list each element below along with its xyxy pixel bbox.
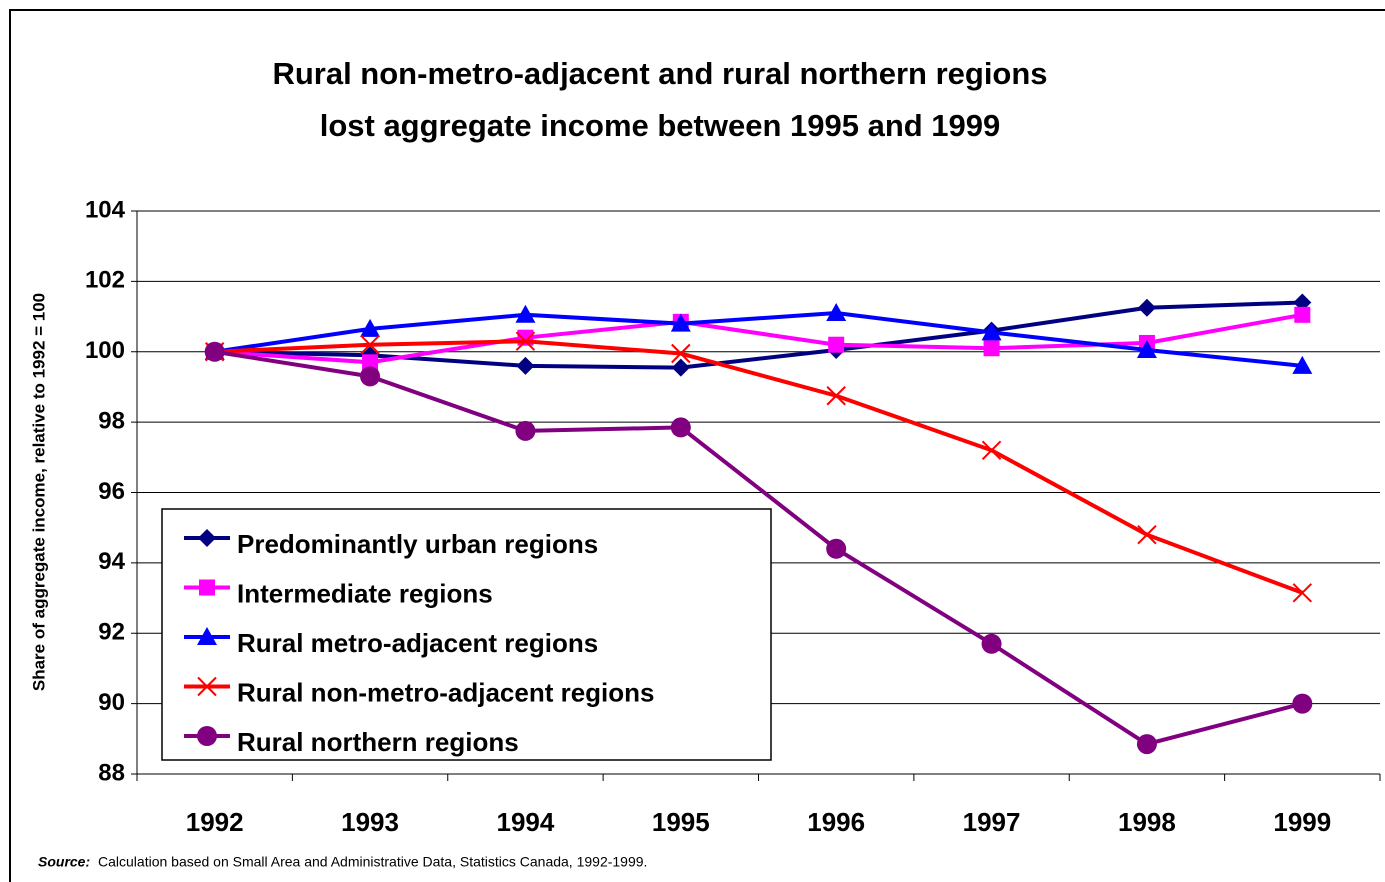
- marker: [1136, 339, 1157, 358]
- legend-label: Rural metro-adjacent regions: [237, 628, 598, 658]
- series-line: [214, 312, 1303, 365]
- series-line: [214, 349, 1303, 747]
- x-tick-label: 1992: [186, 807, 244, 837]
- marker: [197, 676, 217, 697]
- marker: [199, 579, 215, 596]
- source-label: Source:: [38, 854, 90, 870]
- marker: [671, 343, 691, 364]
- series-line: [214, 339, 1304, 595]
- marker: [204, 341, 225, 362]
- marker: [515, 420, 536, 441]
- marker: [1292, 355, 1313, 374]
- y-tick-label: 104: [85, 196, 126, 223]
- x-tick-label: 1999: [1273, 807, 1331, 837]
- marker: [826, 303, 847, 322]
- legend-label: Predominantly urban regions: [237, 529, 598, 559]
- marker: [515, 304, 536, 323]
- marker: [197, 726, 217, 746]
- marker: [1292, 583, 1313, 603]
- marker: [671, 358, 690, 377]
- series-line: [214, 311, 1303, 368]
- y-tick-label: 98: [98, 407, 125, 434]
- legend-label: Rural northern regions: [237, 727, 519, 757]
- y-tick-label: 92: [98, 619, 125, 646]
- y-tick-label: 90: [98, 689, 125, 716]
- marker: [983, 340, 1000, 357]
- x-tick-label: 1994: [497, 807, 555, 837]
- chart-title: Rural non-metro-adjacent and rural north…: [272, 56, 1047, 91]
- marker: [826, 386, 846, 406]
- marker: [360, 335, 380, 355]
- marker: [1137, 298, 1156, 317]
- y-tick-label: 102: [85, 267, 125, 294]
- legend-box: [161, 508, 772, 761]
- x-tick-label: 1995: [652, 807, 710, 837]
- y-tick-label: 94: [98, 548, 125, 575]
- marker: [1136, 734, 1157, 755]
- y-tick-label: 100: [85, 337, 125, 364]
- marker: [670, 313, 691, 332]
- legend-label: Intermediate regions: [237, 578, 493, 608]
- x-tick-label: 1998: [1118, 807, 1176, 837]
- source-text: Calculation based on Small Area and Admi…: [98, 854, 647, 870]
- y-tick-label: 88: [98, 759, 125, 786]
- marker: [516, 356, 535, 375]
- marker: [981, 633, 1002, 654]
- marker: [1292, 693, 1313, 714]
- y-tick-label: 96: [98, 478, 125, 505]
- marker: [198, 529, 216, 547]
- x-tick-label: 1996: [807, 807, 865, 837]
- marker: [362, 354, 379, 371]
- marker: [828, 336, 845, 353]
- x-tick-label: 1997: [963, 807, 1021, 837]
- marker: [360, 318, 381, 337]
- x-tick-label: 1993: [341, 807, 399, 837]
- marker: [1294, 306, 1311, 323]
- marker: [981, 440, 1002, 460]
- marker: [515, 331, 536, 351]
- marker: [360, 366, 381, 387]
- chart-title: lost aggregate income between 1995 and 1…: [320, 108, 1001, 143]
- legend-label: Rural non-metro-adjacent regions: [237, 677, 655, 707]
- marker: [981, 322, 1002, 341]
- marker: [1137, 525, 1157, 545]
- y-axis-label: Share of aggregate income, relative to 1…: [29, 293, 48, 691]
- marker: [826, 538, 847, 559]
- marker: [197, 627, 217, 645]
- marker: [670, 417, 691, 438]
